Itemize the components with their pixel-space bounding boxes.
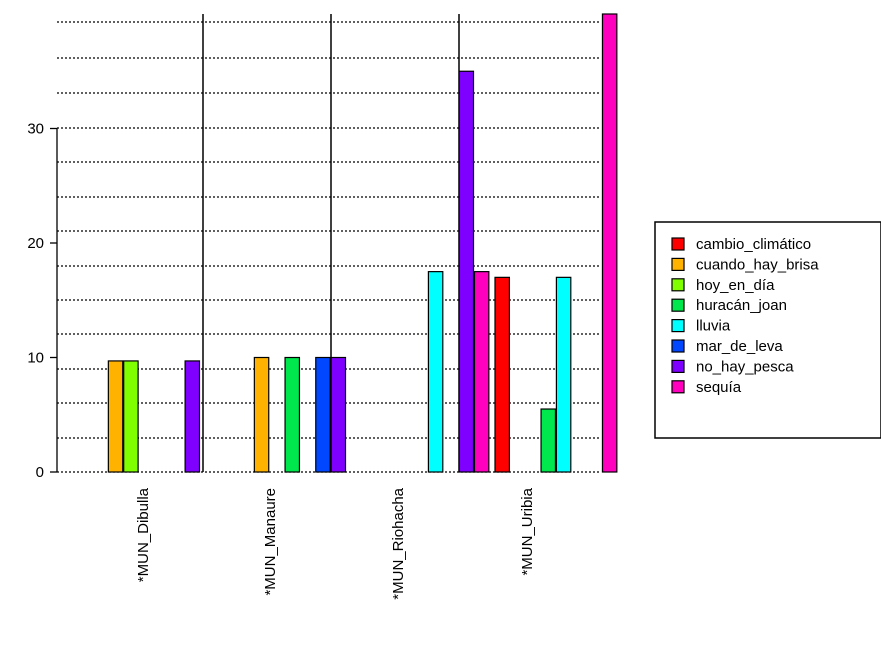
- y-tick-label-30: 30: [27, 121, 44, 138]
- bar-mun-riohacha-lluvia: [427, 271, 444, 473]
- bar-mun-manaure-no-hay-pesca: [330, 356, 347, 473]
- legend-label-hurac-n-joan: huracán_joan: [696, 297, 787, 314]
- y-axis: 0 10 20 30: [27, 121, 58, 481]
- legend-swatch-no-hay-pesca: [671, 359, 685, 373]
- y-tick-label-10: 10: [27, 350, 44, 367]
- legend-swatch-hurac-n-joan: [671, 298, 685, 312]
- bars: [107, 13, 618, 473]
- legend-swatch-hoy-en-d-a: [671, 278, 685, 292]
- legend-swatch-cambio-clim-tico: [671, 237, 685, 251]
- legend-label-cuando-hay-brisa: cuando_hay_brisa: [696, 256, 819, 273]
- bar-mun-uribia-hurac-n-joan: [540, 408, 557, 473]
- bar-mun-uribia-sequ-a: [601, 13, 618, 473]
- y-tick-label-20: 20: [27, 235, 44, 252]
- bar-mun-dibulla-no-hay-pesca: [184, 360, 201, 473]
- bar-mun-dibulla-cuando-hay-brisa: [107, 360, 124, 473]
- bar-mun-manaure-hurac-n-joan: [284, 356, 301, 473]
- bar-mun-riohacha-no-hay-pesca: [458, 70, 475, 473]
- legend-label-no-hay-pesca: no_hay_pesca: [696, 358, 794, 375]
- category-label-mun-riohacha: *MUN_Riohacha: [390, 487, 407, 599]
- bar-mun-uribia-cambio-clim-tico: [494, 276, 510, 473]
- legend-swatch-mar-de-leva: [671, 339, 685, 353]
- legend-label-hoy-en-d-a: hoy_en_día: [696, 277, 775, 294]
- bar-mun-dibulla-hoy-en-d-a: [123, 360, 139, 473]
- legend-label-mar-de-leva: mar_de_leva: [696, 338, 783, 355]
- bar-mun-manaure-mar-de-leva: [315, 356, 331, 473]
- bar-mun-uribia-lluvia: [555, 276, 572, 473]
- legend-swatch-cuando-hay-brisa: [671, 257, 685, 271]
- legend-swatch-lluvia: [671, 319, 685, 333]
- y-tick-label-0: 0: [36, 464, 44, 481]
- bar-mun-manaure-cuando-hay-brisa: [253, 356, 270, 473]
- category-label-mun-uribia: *MUN_Uribia: [519, 487, 536, 575]
- legend-label-lluvia: lluvia: [696, 318, 731, 335]
- legend-label-cambio-clim-tico: cambio_climático: [696, 236, 811, 253]
- category-labels: *MUN_Dibulla *MUN_Manaure *MUN_Riohacha *MU…: [135, 487, 536, 599]
- bar-mun-riohacha-sequ-a: [473, 271, 490, 473]
- legend-label-sequ-a: sequía: [696, 379, 742, 396]
- category-label-mun-manaure: *MUN_Manaure: [262, 488, 279, 596]
- category-label-mun-dibulla: *MUN_Dibulla: [135, 487, 152, 582]
- legend-box: [654, 221, 881, 439]
- legend-swatch-sequ-a: [671, 380, 685, 394]
- legend: cambio_climático cuando_hay_brisa hoy_en_d…: [654, 221, 881, 439]
